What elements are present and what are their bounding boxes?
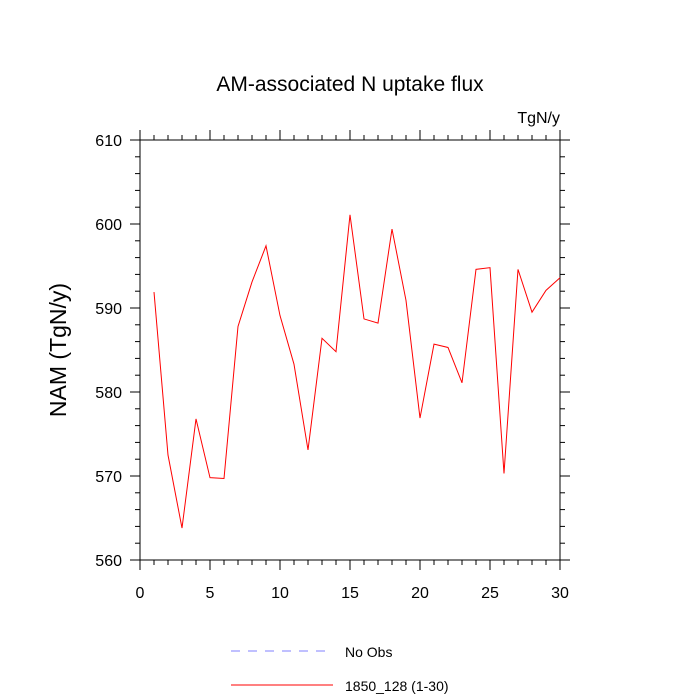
axis-ticks: [130, 130, 570, 570]
y-tick-label: 610: [95, 133, 122, 150]
x-tick-label: 0: [136, 585, 145, 602]
legend-label: 1850_128 (1-30): [345, 678, 449, 694]
x-tick-label: 10: [271, 585, 289, 602]
plot-frame: [139, 139, 561, 561]
x-tick-label: 20: [411, 585, 429, 602]
x-tick-label: 25: [481, 585, 499, 602]
legend: No Obs 1850_128 (1-30): [231, 644, 449, 694]
x-tick-label: 5: [206, 585, 215, 602]
series-line: [153, 214, 561, 529]
units-label: TgN/y: [517, 110, 560, 127]
y-tick-label: 570: [95, 469, 122, 486]
chart-title: AM-associated N uptake flux: [216, 73, 484, 96]
tick-labels: 0 5 10 15 20 25 30 560 570 580 590 600 610: [95, 133, 569, 602]
y-tick-label: 590: [95, 301, 122, 318]
legend-label: No Obs: [345, 644, 392, 660]
x-tick-label: 30: [551, 585, 569, 602]
y-tick-label: 580: [95, 385, 122, 402]
y-axis-title: NAM (TgN/y): [45, 283, 71, 417]
y-tick-label: 560: [95, 553, 122, 570]
x-tick-label: 15: [341, 585, 359, 602]
y-tick-label: 600: [95, 217, 122, 234]
series-layer: [153, 214, 561, 529]
